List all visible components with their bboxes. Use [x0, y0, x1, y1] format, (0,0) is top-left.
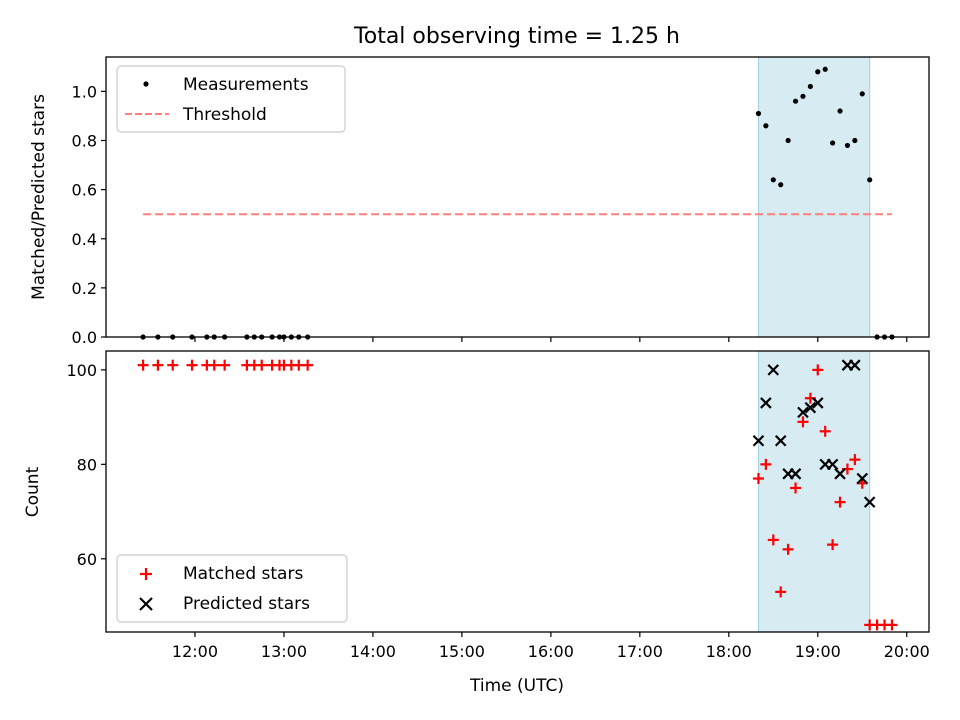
- x-tick-label: 15:00: [439, 642, 485, 661]
- matched-star-point: [167, 359, 179, 371]
- bottom-legend: Matched stars Predicted stars: [116, 554, 348, 623]
- bottom-legend-box: [116, 554, 348, 623]
- measurement-point: [792, 98, 799, 104]
- measurement-point: [867, 177, 873, 183]
- matched-star-point: [834, 496, 846, 508]
- legend-matched-marker: [140, 568, 152, 580]
- legend-matched-label: Matched stars: [183, 564, 303, 584]
- x-tick-label: 16:00: [528, 642, 574, 661]
- measurement-point: [837, 108, 843, 114]
- measurement-point: [755, 110, 762, 117]
- bottom-observing-span: [757, 350, 871, 633]
- matched-star-point: [302, 359, 314, 371]
- matched-star-point: [186, 359, 198, 371]
- top-y-tick-label: 0.8: [72, 132, 97, 151]
- predicted-star-point: [789, 468, 802, 480]
- predicted-star-point: [856, 472, 869, 485]
- top-y-tick-label: 0.6: [72, 181, 97, 200]
- matched-star-point: [819, 425, 831, 437]
- bottom-y-tick-label: 80: [77, 455, 97, 474]
- top-plot-frame: [105, 56, 930, 338]
- predicted-star-point: [804, 401, 817, 414]
- legend-predicted-marker: [139, 597, 153, 611]
- predicted-star-point: [849, 359, 861, 371]
- matched-star-point: [208, 359, 220, 371]
- matched-star-point: [219, 359, 231, 371]
- matched-star-point: [849, 454, 861, 466]
- predicted-star-point: [826, 458, 839, 471]
- bottom-y-axis-label: Count: [23, 466, 43, 517]
- matched-star-point: [137, 359, 149, 371]
- measurement-point: [800, 93, 806, 99]
- legend-measurements-label: Measurements: [183, 75, 309, 95]
- x-tick-label: 12:00: [172, 642, 218, 661]
- top-panel: 0.0 0.2 0.4 0.6 0.8 1.0 Matched/Predicted sta…: [29, 56, 930, 347]
- x-tick-label: 14:00: [350, 642, 396, 661]
- x-tick-label: 13:00: [261, 642, 307, 661]
- x-tick-label: 18:00: [706, 642, 752, 661]
- predicted-star-point: [812, 397, 824, 409]
- matched-star-point: [752, 473, 764, 485]
- bottom-panel: 60 80 100 12:00 13:00 14:00 15:00 16:00 17:00 18…: [23, 350, 930, 696]
- top-y-tick-label: 1.0: [72, 82, 97, 101]
- predicted-star-point: [774, 434, 787, 447]
- matched-star-point: [790, 482, 802, 494]
- matched-star-point: [760, 458, 772, 470]
- x-tick-label: 19:00: [795, 642, 841, 661]
- matched-star-point: [827, 539, 839, 551]
- measurement-point: [815, 69, 821, 75]
- measurement-point: [822, 66, 828, 72]
- top-observing-span: [757, 56, 871, 338]
- top-legend: Measurements Threshold: [116, 65, 346, 133]
- predicted-star-point: [797, 406, 809, 419]
- measurement-point: [807, 83, 813, 90]
- matched-star-point: [767, 534, 779, 546]
- measurement-point: [778, 182, 784, 188]
- measurement-point: [785, 137, 791, 144]
- predicted-star-point: [834, 468, 846, 480]
- bottom-y-tick-label: 60: [77, 550, 97, 569]
- bottom-plot-frame: [105, 350, 930, 633]
- x-tick-label: 20:00: [884, 642, 930, 661]
- matched-star-point: [812, 364, 824, 376]
- measurement-point: [859, 91, 865, 97]
- top-y-tick-label: 0.4: [72, 230, 97, 249]
- measurement-point: [830, 140, 836, 146]
- x-tick-label: 17:00: [617, 642, 663, 661]
- top-y-tick-label: 0.2: [72, 279, 97, 298]
- bottom-y-tick-label: 100: [66, 361, 97, 380]
- measurement-point: [852, 137, 858, 144]
- matched-star-point: [256, 359, 268, 371]
- matched-star-point: [782, 543, 794, 555]
- predicted-star-point: [767, 364, 780, 376]
- matched-star-point: [797, 416, 809, 428]
- predicted-star-point: [863, 496, 876, 508]
- top-y-axis-label: Matched/Predicted stars: [29, 94, 49, 300]
- x-axis-label: Time (UTC): [469, 676, 564, 696]
- legend-measurements-marker: [143, 81, 149, 87]
- chart-title: Total observing time = 1.25 h: [353, 24, 680, 49]
- matched-star-point: [775, 586, 787, 598]
- measurement-point: [770, 177, 776, 183]
- predicted-star-point: [752, 434, 765, 447]
- matched-star-point: [152, 359, 164, 371]
- measurement-point: [763, 123, 769, 129]
- top-y-tick-label: 0.0: [72, 328, 97, 347]
- measurement-point: [844, 142, 851, 149]
- matched-star-point: [886, 619, 898, 631]
- legend-threshold-label: Threshold: [182, 105, 267, 125]
- predicted-star-point: [760, 397, 772, 409]
- top-legend-box: [116, 65, 346, 133]
- legend-predicted-label: Predicted stars: [183, 594, 310, 614]
